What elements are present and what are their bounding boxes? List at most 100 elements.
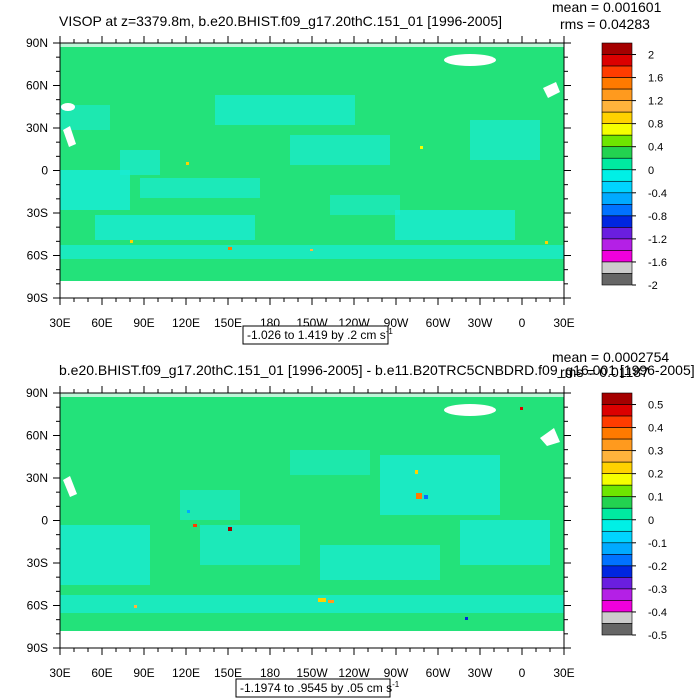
panel-1-colorbar-label: 1.6 bbox=[648, 73, 663, 85]
panel-1-x-tick-label: 0 bbox=[519, 316, 526, 330]
panel-1-colorbar-swatch bbox=[601, 157, 633, 171]
panel-1-x-tick-label: 30E bbox=[553, 316, 574, 330]
panel-1-colorbar-label: -2 bbox=[648, 280, 658, 292]
panel-2-colorbar-swatch bbox=[601, 415, 633, 428]
panel-2-colorbar-swatch bbox=[601, 519, 633, 532]
panel-2-x-tick-label: 150W bbox=[296, 666, 328, 680]
panel-2-colorbar-label: 0.2 bbox=[648, 469, 663, 481]
panel-2-y-tick-label: 30S bbox=[27, 556, 48, 570]
panel-1-colorbar-label: -1.6 bbox=[648, 257, 667, 269]
panel-1-colorbar-swatch bbox=[601, 54, 633, 67]
panel-2-colorbar-label: -0.4 bbox=[648, 607, 667, 619]
panel-2-x-tick-label: 30E bbox=[49, 666, 70, 680]
panel-2-map-field bbox=[60, 393, 564, 631]
panel-1-colorbar-label: 1.2 bbox=[648, 96, 663, 108]
panel-2-colorbar-swatch bbox=[601, 542, 633, 555]
panel-2-colorbar-swatch bbox=[601, 473, 633, 486]
panel-1-colorbar-swatch bbox=[601, 123, 633, 136]
panel-2-colorbar-swatch bbox=[601, 461, 633, 474]
panel-2-x-tick-label: 150E bbox=[214, 666, 242, 680]
panel-1-colorbar-swatch bbox=[601, 111, 633, 124]
panel-1-colorbar-swatch bbox=[601, 88, 633, 101]
panel-2: b.e20.BHIST.f09_g17.20thC.151_01 [1996-2… bbox=[26, 349, 695, 698]
panel-1-rms: rms = 0.04283 bbox=[560, 16, 650, 32]
panel-2-negative-patches bbox=[60, 450, 564, 613]
panel-2-anomaly-specks bbox=[134, 407, 523, 620]
panel-1-range-frame bbox=[242, 325, 389, 345]
panel-1-colorbar-label: -0.8 bbox=[648, 211, 667, 223]
panel-1-colorbar-label: 2 bbox=[648, 50, 654, 62]
panel-1-colorbar-swatch bbox=[601, 65, 633, 78]
panel-1-x-tick-label: 90E bbox=[133, 316, 154, 330]
panel-2-colorbar-swatch bbox=[601, 484, 633, 498]
panel-2-x-tick-label: 0 bbox=[519, 666, 526, 680]
panel-1-map-field bbox=[60, 43, 564, 281]
svg-text:-1.1974 to .9545 by .05 cm s-1: -1.1974 to .9545 by .05 cm s-1 bbox=[240, 680, 400, 695]
panel-1-y-tick-label: 60S bbox=[27, 249, 48, 263]
panel-1-y-tick-label: 30S bbox=[27, 206, 48, 220]
panel-2-colorbar-label: -0.3 bbox=[648, 584, 667, 596]
panel-1-x-tick-label: 30W bbox=[468, 316, 493, 330]
panel-1-colorbar-swatch bbox=[601, 146, 633, 159]
panel-2-y-axis: 90N 60N 30N 0 30S 60S 90S bbox=[26, 386, 571, 655]
panel-2-colorbar-swatch bbox=[601, 496, 633, 509]
panel-2-colorbar-swatch bbox=[601, 588, 633, 601]
panel-2-colorbar-label: 0.1 bbox=[648, 492, 663, 504]
panel-1-y-tick-label: 90S bbox=[27, 291, 48, 305]
panel-1-colorbar-swatch bbox=[601, 227, 633, 240]
panel-2-colorbar-swatch bbox=[601, 611, 633, 624]
panel-2-y-tick-label: 90S bbox=[27, 641, 48, 655]
panel-2-colorbar: 0.5 0.4 0.3 0.2 0.1 0 -0.1 -0.2 -0.3 -0.4 -0.5 bbox=[601, 392, 667, 642]
panel-1-colorbar-swatch bbox=[601, 204, 633, 217]
panel-2-colorbar-label: 0.3 bbox=[648, 446, 663, 458]
panel-2-x-tick-label: 120E bbox=[172, 666, 200, 680]
panel-1-colorbar-swatch bbox=[601, 273, 633, 286]
panel-1-polar-mask bbox=[60, 43, 564, 47]
panel-1-x-tick-label: 120E bbox=[172, 316, 200, 330]
panel-1-land-mask bbox=[63, 126, 76, 147]
panel-1-colorbar: 2 1.6 1.2 0.8 0.4 0 -0.4 -0.8 -1.2 -1.6 -2 bbox=[601, 42, 667, 292]
panel-2-range-label: -1.1974 to .9545 by .05 cm s bbox=[240, 681, 392, 695]
panel-1-colorbar-swatch bbox=[601, 215, 633, 228]
panel-2-colorbar-swatch bbox=[601, 565, 633, 578]
panel-2-colorbar-label: 0 bbox=[648, 515, 654, 527]
panel-1-colorbar-swatch bbox=[601, 192, 633, 205]
panel-2-y-tick-label: 60S bbox=[27, 599, 48, 613]
panel-2-colorbar-swatch bbox=[601, 530, 633, 544]
panel-2-x-tick-label: 30E bbox=[553, 666, 574, 680]
panel-2-range-box: -1.1974 to .9545 by .05 cm s-1 bbox=[235, 678, 400, 698]
panel-1-y-tick-label: 60N bbox=[26, 79, 48, 93]
panel-1-land-mask bbox=[543, 82, 560, 98]
panel-1-colorbar-swatch bbox=[601, 238, 633, 251]
panel-1-colorbar-label: -1.2 bbox=[648, 234, 667, 246]
panel-2-x-tick-label: 60E bbox=[91, 666, 112, 680]
panel-1-y-tick-label: 0 bbox=[41, 164, 48, 178]
panel-1-colorbar-swatch bbox=[601, 250, 633, 263]
panel-1: VISOP at z=3379.8m, b.e20.BHIST.f09_g17.… bbox=[26, 0, 667, 345]
panel-1-colorbar-label: 0.8 bbox=[648, 119, 663, 131]
panel-2-mean: mean = 0.0002754 bbox=[552, 349, 669, 365]
panel-1-colorbar-label: -0.4 bbox=[648, 188, 667, 200]
panel-1-colorbar-label: 0.4 bbox=[648, 142, 663, 154]
panel-1-colorbar-swatch bbox=[601, 100, 633, 113]
panel-1-colorbar-label: 0 bbox=[648, 165, 654, 177]
panel-2-x-tick-label: 90W bbox=[384, 666, 409, 680]
panel-2-colorbar-swatch bbox=[601, 554, 633, 567]
panel-2-colorbar-swatch bbox=[601, 438, 633, 451]
panel-2-x-tick-label: 30W bbox=[468, 666, 493, 680]
panel-2-greenland-mask bbox=[444, 404, 496, 416]
panel-1-y-tick-label: 90N bbox=[26, 36, 48, 50]
panel-1-land-mask bbox=[61, 103, 75, 111]
panel-2-y-tick-label: 60N bbox=[26, 429, 48, 443]
panel-2-colorbar-label: 0.4 bbox=[648, 423, 663, 435]
panel-1-greenland-mask bbox=[444, 54, 496, 66]
panel-2-colorbar-label: -0.1 bbox=[648, 538, 667, 550]
panel-1-colorbar-swatch bbox=[601, 261, 633, 274]
panel-2-colorbar-label: -0.5 bbox=[648, 630, 667, 642]
panel-2-colorbar-swatch bbox=[601, 392, 633, 405]
panel-1-colorbar-swatch bbox=[601, 77, 633, 90]
panel-2-title: b.e20.BHIST.f09_g17.20thC.151_01 [1996-2… bbox=[59, 362, 695, 378]
panel-1-range-units-sup: -1 bbox=[386, 327, 394, 336]
panel-1-x-tick-label: 60E bbox=[91, 316, 112, 330]
